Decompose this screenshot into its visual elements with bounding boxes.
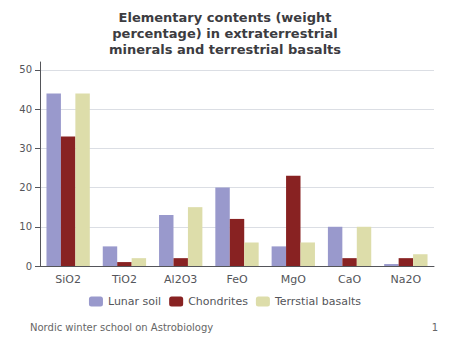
- svg-text:TiO2: TiO2: [111, 273, 137, 286]
- svg-text:0: 0: [26, 261, 32, 272]
- svg-text:Nordic winter school on Astrob: Nordic winter school on Astrobiology: [30, 322, 213, 333]
- svg-text:Terrstial basalts: Terrstial basalts: [274, 295, 361, 308]
- svg-text:1: 1: [432, 322, 438, 333]
- svg-text:CaO: CaO: [338, 273, 361, 286]
- svg-text:50: 50: [19, 64, 32, 75]
- svg-text:Elementary contents (weight: Elementary contents (weight: [119, 10, 332, 25]
- svg-text:MgO: MgO: [281, 273, 306, 286]
- svg-text:30: 30: [19, 143, 32, 154]
- svg-text:10: 10: [19, 221, 32, 232]
- svg-text:Lunar soil: Lunar soil: [108, 295, 161, 308]
- svg-text:Na2O: Na2O: [391, 273, 422, 286]
- svg-text:percentage) in extraterrestria: percentage) in extraterrestrial: [112, 26, 337, 41]
- svg-text:20: 20: [19, 182, 32, 193]
- svg-text:SiO2: SiO2: [55, 273, 81, 286]
- svg-text:FeO: FeO: [226, 273, 247, 286]
- svg-text:Chondrites: Chondrites: [188, 295, 248, 308]
- svg-text:Al2O3: Al2O3: [164, 273, 197, 286]
- svg-text:minerals and terrestrial basal: minerals and terrestrial basalts: [109, 42, 341, 57]
- svg-text:40: 40: [19, 104, 32, 115]
